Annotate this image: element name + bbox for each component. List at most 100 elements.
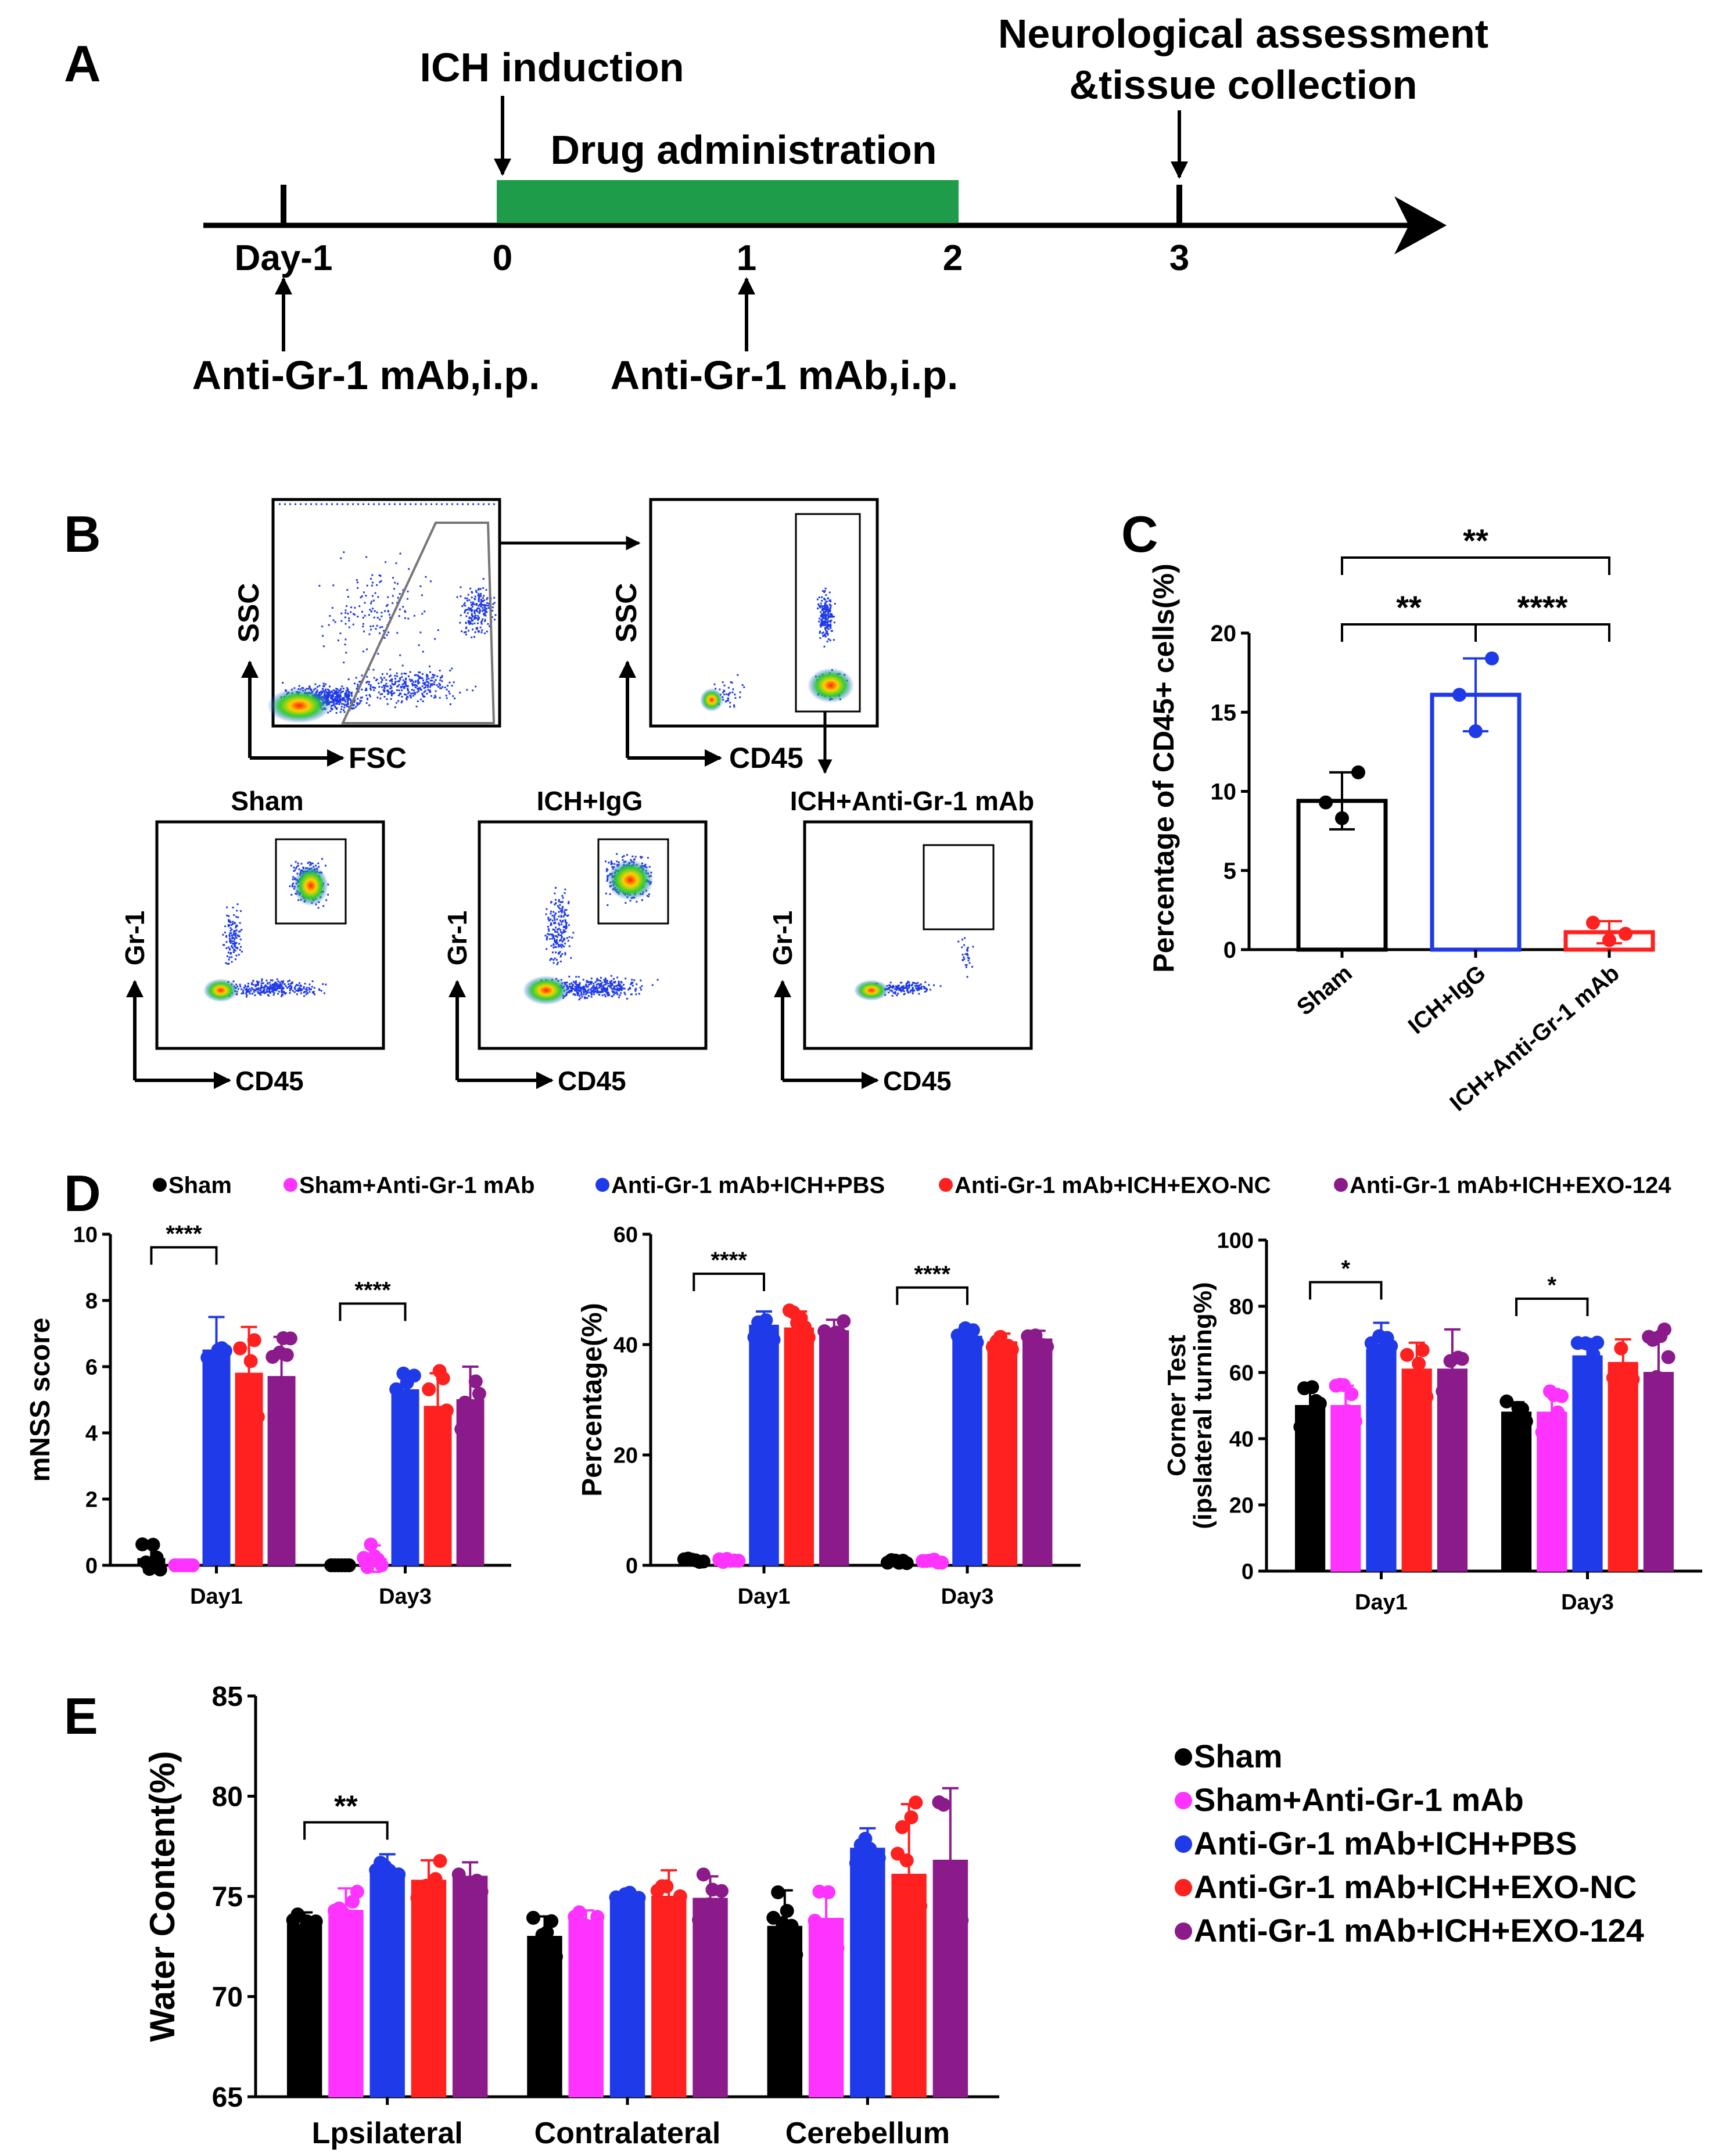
flow-event bbox=[276, 978, 278, 980]
flow-event bbox=[234, 922, 236, 925]
flow-event bbox=[609, 893, 611, 895]
bar bbox=[452, 1875, 488, 2097]
flow-event bbox=[889, 984, 891, 987]
flow-event bbox=[350, 700, 353, 702]
flow-event bbox=[403, 682, 406, 685]
flow-event bbox=[638, 993, 640, 995]
flow-event bbox=[417, 675, 419, 677]
flow-event bbox=[595, 983, 598, 986]
flow-event bbox=[623, 987, 626, 990]
flow-event bbox=[260, 994, 262, 996]
flow-event bbox=[362, 626, 364, 628]
flow-event bbox=[340, 691, 343, 693]
flow-event bbox=[356, 704, 358, 706]
flow-event bbox=[459, 691, 461, 693]
flow-event bbox=[325, 692, 328, 694]
flow-event bbox=[561, 946, 563, 948]
flow-event bbox=[578, 987, 580, 989]
flow-event bbox=[293, 687, 296, 689]
flow-event bbox=[480, 602, 482, 605]
data-point bbox=[731, 1554, 746, 1568]
flow-event bbox=[335, 708, 338, 710]
flow-event bbox=[967, 957, 970, 959]
data-point bbox=[784, 1918, 799, 1933]
flow-event bbox=[414, 692, 416, 694]
flow-event bbox=[412, 681, 415, 683]
flow-event bbox=[424, 686, 426, 688]
flow-event bbox=[556, 918, 558, 921]
flow-event bbox=[821, 608, 824, 610]
flow-event bbox=[891, 987, 894, 989]
flow-event bbox=[483, 632, 486, 634]
flow-event bbox=[238, 930, 241, 933]
flow-event bbox=[829, 639, 831, 641]
y-tick-label: 40 bbox=[613, 1333, 638, 1357]
flow-event bbox=[546, 939, 548, 941]
flow-plot-frame bbox=[271, 498, 501, 728]
flow-event bbox=[235, 932, 237, 935]
flow-event bbox=[379, 698, 382, 700]
flow-event bbox=[375, 628, 377, 630]
flow-event bbox=[966, 976, 968, 978]
flow-event bbox=[245, 988, 247, 990]
data-point bbox=[360, 1560, 375, 1575]
flow-event bbox=[238, 935, 241, 937]
flow-event bbox=[821, 613, 823, 615]
flow-event bbox=[293, 991, 296, 993]
flow-event bbox=[562, 926, 565, 928]
flow-event bbox=[361, 688, 363, 691]
data-point bbox=[945, 1901, 960, 1916]
flow-event bbox=[419, 677, 422, 679]
flow-event bbox=[269, 991, 271, 994]
flow-event bbox=[829, 613, 831, 615]
y-tick-label: 0 bbox=[85, 1554, 98, 1578]
flow-event bbox=[561, 953, 564, 955]
flow-event bbox=[316, 689, 318, 692]
flow-event bbox=[373, 689, 375, 691]
legend-dot-sham-anti-gr1 bbox=[1175, 1792, 1192, 1809]
flow-event bbox=[583, 993, 585, 996]
flow-event bbox=[340, 706, 343, 708]
flow-event bbox=[412, 684, 414, 686]
flow-event bbox=[414, 693, 416, 696]
data-point bbox=[1661, 1350, 1675, 1364]
flow-event bbox=[909, 991, 912, 993]
flow-event bbox=[550, 910, 552, 912]
flow-event bbox=[817, 608, 819, 610]
flow-event bbox=[830, 623, 832, 626]
flow-event bbox=[557, 929, 559, 931]
flow-event bbox=[582, 986, 584, 989]
flow-event bbox=[723, 690, 726, 692]
flow-event bbox=[824, 635, 827, 638]
flow-event bbox=[555, 941, 557, 943]
flow-event bbox=[348, 617, 350, 620]
flow-event bbox=[819, 624, 821, 626]
flow-event bbox=[268, 989, 271, 991]
flow-event bbox=[827, 628, 830, 630]
flow-event bbox=[422, 680, 425, 682]
flow-event bbox=[566, 915, 568, 917]
flow-event bbox=[383, 696, 386, 698]
flow-event bbox=[612, 988, 614, 990]
flow-event bbox=[485, 605, 487, 607]
flow-event bbox=[400, 673, 403, 675]
flow-plot-cd45-ssc: SSC CD45 bbox=[610, 498, 879, 774]
flow-event bbox=[372, 625, 374, 627]
flow-event bbox=[558, 911, 560, 913]
data-point bbox=[1040, 1339, 1054, 1354]
flow-x-label: CD45 bbox=[883, 1066, 952, 1096]
flow-event bbox=[379, 581, 381, 583]
flow-event bbox=[827, 606, 829, 609]
data-point bbox=[436, 1371, 450, 1386]
flow-event bbox=[478, 608, 480, 610]
flow-event bbox=[345, 696, 347, 698]
flow-event bbox=[411, 689, 413, 691]
flow-event bbox=[357, 698, 359, 700]
flow-event bbox=[304, 990, 306, 993]
data-point bbox=[422, 1382, 436, 1397]
flow-event bbox=[492, 603, 494, 605]
flow-event bbox=[475, 590, 477, 592]
flow-event bbox=[371, 581, 374, 584]
flow-event bbox=[557, 943, 559, 946]
